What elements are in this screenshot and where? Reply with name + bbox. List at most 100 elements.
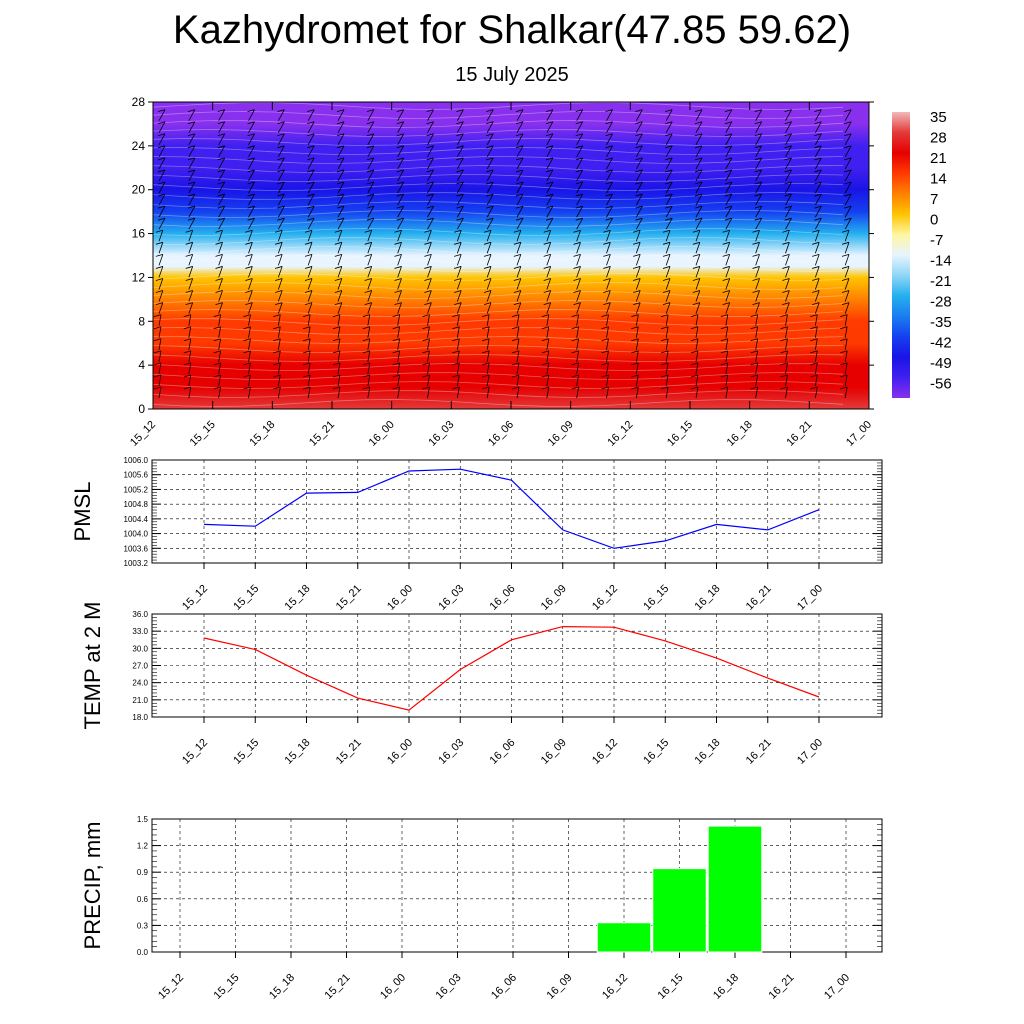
wind-barb-flag (187, 157, 195, 161)
wind-barb (695, 242, 701, 254)
wind-barb-flag (690, 326, 699, 330)
y-tick-label: 1004.8 (124, 500, 149, 509)
wind-barb-flag (874, 158, 881, 160)
wind-barb (248, 374, 251, 387)
wind-barb (725, 157, 733, 170)
wind-barb-flag (273, 362, 281, 366)
wind-barb-flag (543, 278, 551, 281)
wind-barb-flag (422, 362, 430, 366)
x-tick-label: 16_21 (767, 972, 797, 1002)
x-tick-label: 15_12 (180, 583, 210, 613)
wind-barb (248, 109, 255, 121)
y-tick-label: 28 (132, 95, 146, 109)
wind-barb (218, 350, 222, 362)
wind-barb-flag (603, 278, 611, 281)
wind-barb (606, 217, 613, 230)
wind-barb (427, 254, 432, 266)
wind-barb-flag (841, 229, 850, 233)
wind-barb-flag (215, 229, 223, 233)
wind-barb-flag (366, 121, 374, 125)
wind-barb (456, 290, 462, 302)
wind-barb-flag (366, 181, 374, 185)
wind-barb-flag (157, 145, 166, 149)
wind-barb-flag (782, 241, 790, 245)
wind-barb-flag (187, 217, 195, 221)
wind-barb (188, 362, 192, 374)
wind-barb (337, 338, 341, 350)
wind-barb-flag (571, 326, 579, 330)
wind-barb-flag (422, 314, 430, 318)
wind-barb (516, 121, 524, 133)
x-tick-label: 16_12 (600, 972, 630, 1002)
wind-barb-flag (452, 326, 460, 330)
wind-barb-flag (724, 181, 732, 185)
wind-barb-flag (277, 181, 285, 185)
page-title: Kazhydromet for Shalkar(47.85 59.62) (172, 8, 852, 52)
wind-barb (875, 254, 879, 265)
wind-barb-flag (840, 362, 848, 366)
wind-barb-flag (334, 290, 342, 293)
wind-barb-flag (665, 109, 673, 113)
wind-barb-flag (155, 241, 163, 245)
wind-barb-flag (812, 266, 820, 269)
wind-barb-flag (392, 338, 400, 342)
wind-barb-flag (635, 193, 643, 197)
wind-barb-flag (307, 181, 315, 185)
wind-barb (725, 374, 729, 387)
wind-barb (456, 157, 464, 170)
isotherm-line (153, 237, 844, 245)
y-tick-label: 0.9 (137, 868, 149, 877)
wind-barb (785, 193, 792, 206)
wind-barb (635, 230, 641, 242)
colorbar-label: -21 (930, 273, 952, 290)
wind-barb (218, 314, 222, 326)
wind-barb-flag (303, 350, 311, 354)
wind-barb (844, 254, 850, 266)
wind-barb-flag (665, 145, 673, 149)
wind-barb-flag (754, 157, 762, 161)
wind-barb-flag (694, 169, 703, 173)
wind-barb (456, 254, 462, 266)
wind-barb-flag (183, 338, 191, 342)
wind-barb-flag (784, 217, 792, 221)
wind-barb-flag (635, 169, 643, 173)
wind-barb-flag (303, 362, 311, 366)
wind-barb-flag (780, 362, 788, 366)
wind-barb (606, 338, 609, 350)
wind-barb (397, 133, 405, 145)
wind-barb (397, 374, 401, 387)
wind-barb-flag (187, 133, 195, 137)
wind-barb (665, 217, 673, 230)
wind-barb-flag (635, 181, 643, 185)
wind-barb-flag (215, 253, 223, 257)
wind-barb-flag (872, 266, 879, 268)
wind-barb-flag (213, 386, 221, 390)
wind-barb-flag (185, 278, 193, 281)
wind-barb-flag (722, 266, 730, 269)
wind-barb-flag (810, 338, 818, 342)
wind-barb (188, 314, 192, 326)
wind-barb-flag (336, 205, 345, 209)
wind-barb (875, 110, 881, 121)
wind-barb (397, 326, 401, 338)
wind-barb (158, 302, 164, 314)
wind-barb (606, 314, 609, 326)
wind-barb (665, 145, 673, 158)
x-tick-label: 16_21 (744, 583, 774, 613)
wind-barb-flag (273, 326, 281, 330)
wind-barb-flag (213, 338, 221, 342)
wind-barb (546, 302, 552, 314)
wind-barb (576, 314, 580, 326)
wind-barb-flag (454, 253, 462, 257)
wind-barb-flag (812, 302, 820, 305)
wind-barb-flag (752, 241, 760, 245)
wind-barb (188, 109, 196, 121)
wind-barb-flag (396, 193, 404, 197)
wind-barb (844, 362, 848, 374)
wind-barb (576, 278, 581, 290)
wind-barb-flag (362, 314, 370, 318)
wind-barb (635, 169, 643, 182)
series-line (203, 625, 820, 711)
wind-barb (725, 278, 731, 290)
wind-barb-flag (605, 169, 613, 173)
